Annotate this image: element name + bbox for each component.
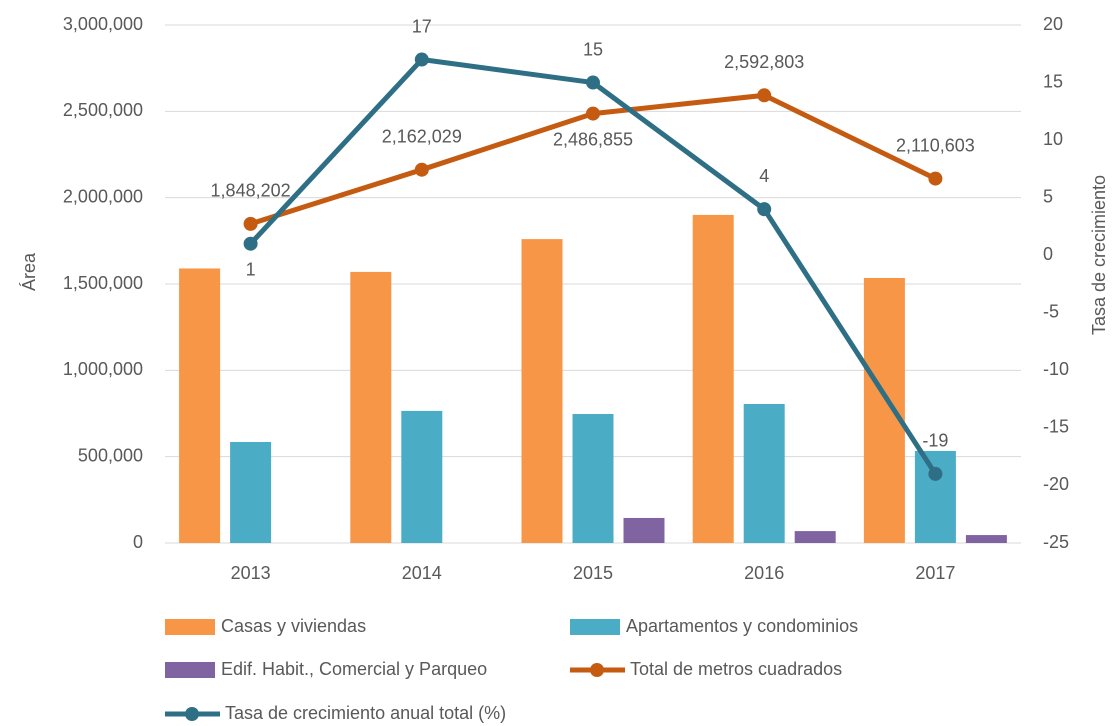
bar bbox=[692, 214, 734, 543]
y-axis-title: Área bbox=[19, 252, 39, 291]
y-tick-label: 1,000,000 bbox=[63, 359, 143, 379]
point bbox=[586, 106, 600, 121]
y2-axis-title: Tasa de crecimiento bbox=[1089, 175, 1109, 335]
bar bbox=[623, 517, 665, 543]
y-tick-label: 3,000,000 bbox=[63, 14, 143, 34]
y2-tick-label: 15 bbox=[1043, 71, 1063, 91]
y2-tick-label: -10 bbox=[1043, 359, 1069, 379]
point bbox=[243, 236, 258, 251]
legend-label: Casas y viviendas bbox=[221, 616, 366, 636]
point bbox=[757, 202, 772, 217]
legend-label: Apartamentos y condominios bbox=[626, 616, 858, 636]
y2-tick-label: -15 bbox=[1043, 417, 1069, 437]
legend-marker bbox=[185, 707, 199, 721]
point bbox=[586, 75, 600, 90]
y2-tick-label: -5 bbox=[1043, 302, 1059, 322]
x-tick-label: 2016 bbox=[744, 563, 784, 583]
y-tick-label: 2,500,000 bbox=[63, 100, 143, 120]
x-tick-label: 2015 bbox=[573, 563, 613, 583]
bar bbox=[794, 531, 836, 543]
point bbox=[757, 88, 772, 103]
legend-label: Total de metros cuadrados bbox=[630, 659, 842, 679]
data-label: 2,110,603 bbox=[896, 135, 975, 155]
legend-swatch bbox=[165, 662, 215, 678]
point bbox=[928, 171, 943, 186]
y2-tick-label: -25 bbox=[1043, 532, 1069, 552]
point bbox=[243, 216, 258, 231]
data-label: 17 bbox=[412, 16, 432, 36]
legend-label: Edif. Habit., Comercial y Parqueo bbox=[221, 659, 487, 679]
data-label: 2,162,029 bbox=[382, 126, 462, 146]
x-tick-label: 2013 bbox=[231, 563, 271, 583]
bar bbox=[863, 277, 905, 543]
y-tick-label: 1,500,000 bbox=[63, 273, 143, 293]
y2-tick-label: 20 bbox=[1043, 14, 1063, 34]
data-label: 4 bbox=[759, 166, 769, 186]
bar bbox=[572, 414, 614, 543]
point bbox=[414, 52, 429, 67]
legend-label: Tasa de crecimiento anual total (%) bbox=[225, 703, 506, 723]
y-tick-label: 500,000 bbox=[78, 445, 143, 465]
x-tick-label: 2014 bbox=[402, 563, 442, 583]
y-tick-label: 2,000,000 bbox=[63, 186, 143, 206]
legend-swatch bbox=[165, 619, 215, 635]
y2-tick-label: 10 bbox=[1043, 129, 1063, 149]
legend-swatch bbox=[570, 619, 620, 635]
point bbox=[414, 162, 429, 177]
bar bbox=[230, 441, 272, 543]
point bbox=[928, 466, 943, 481]
data-label: 15 bbox=[583, 39, 603, 59]
x-tick-label: 2017 bbox=[915, 563, 955, 583]
data-label: 1 bbox=[246, 259, 256, 279]
y-tick-label: 0 bbox=[133, 532, 143, 552]
data-label: 1,848,202 bbox=[211, 181, 291, 201]
bar bbox=[914, 450, 956, 543]
data-label: 2,592,803 bbox=[724, 52, 804, 72]
data-label: 2,486,855 bbox=[553, 129, 633, 149]
bar bbox=[401, 410, 443, 543]
y2-tick-label: 5 bbox=[1043, 186, 1053, 206]
bar bbox=[350, 271, 392, 543]
legend-marker bbox=[590, 663, 604, 677]
bar bbox=[965, 535, 1007, 543]
y2-tick-label: 0 bbox=[1043, 244, 1053, 264]
y2-tick-label: -20 bbox=[1043, 474, 1069, 494]
bar bbox=[179, 268, 221, 543]
bar bbox=[521, 239, 563, 543]
data-label: -19 bbox=[922, 431, 948, 451]
bar bbox=[743, 404, 785, 543]
